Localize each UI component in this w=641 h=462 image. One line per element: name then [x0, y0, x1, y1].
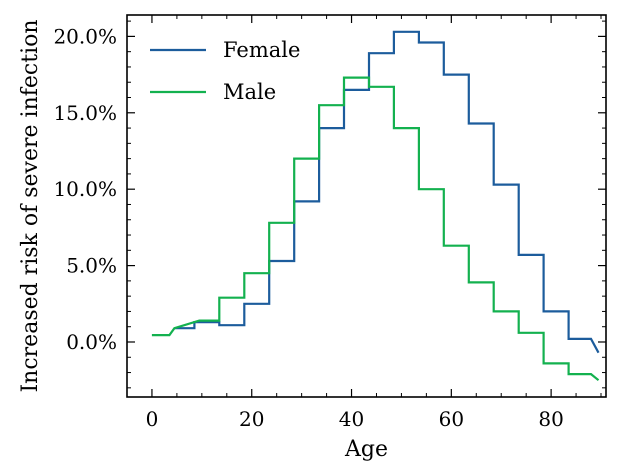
legend-label-female: Female [223, 38, 300, 62]
legend: Female Male [150, 38, 300, 104]
plot-frame [126, 14, 607, 398]
series-line-male [151, 76, 600, 382]
y-tick-label: 15.0% [53, 101, 117, 125]
series-layer [151, 30, 600, 382]
x-axis-label: Age [344, 437, 388, 462]
tick-layer: 0 20 40 60 80 0.0% 5.0% 10.0% 15.0% 20.0% [53, 15, 606, 431]
legend-label-male: Male [223, 80, 276, 104]
series-line-female [174, 30, 600, 354]
x-tick-label: 20 [239, 407, 264, 431]
label-layer: Age Increased risk of severe infection [18, 19, 388, 462]
x-tick-label: 60 [439, 407, 464, 431]
y-tick-label: 0.0% [66, 330, 117, 354]
x-tick-label: 80 [538, 407, 563, 431]
y-axis-label: Increased risk of severe infection [18, 19, 43, 392]
x-tick-label: 40 [339, 407, 364, 431]
y-tick-label: 10.0% [53, 177, 117, 201]
x-tick-label: 0 [146, 407, 159, 431]
y-tick-label: 5.0% [66, 254, 117, 278]
y-tick-label: 20.0% [53, 24, 117, 48]
